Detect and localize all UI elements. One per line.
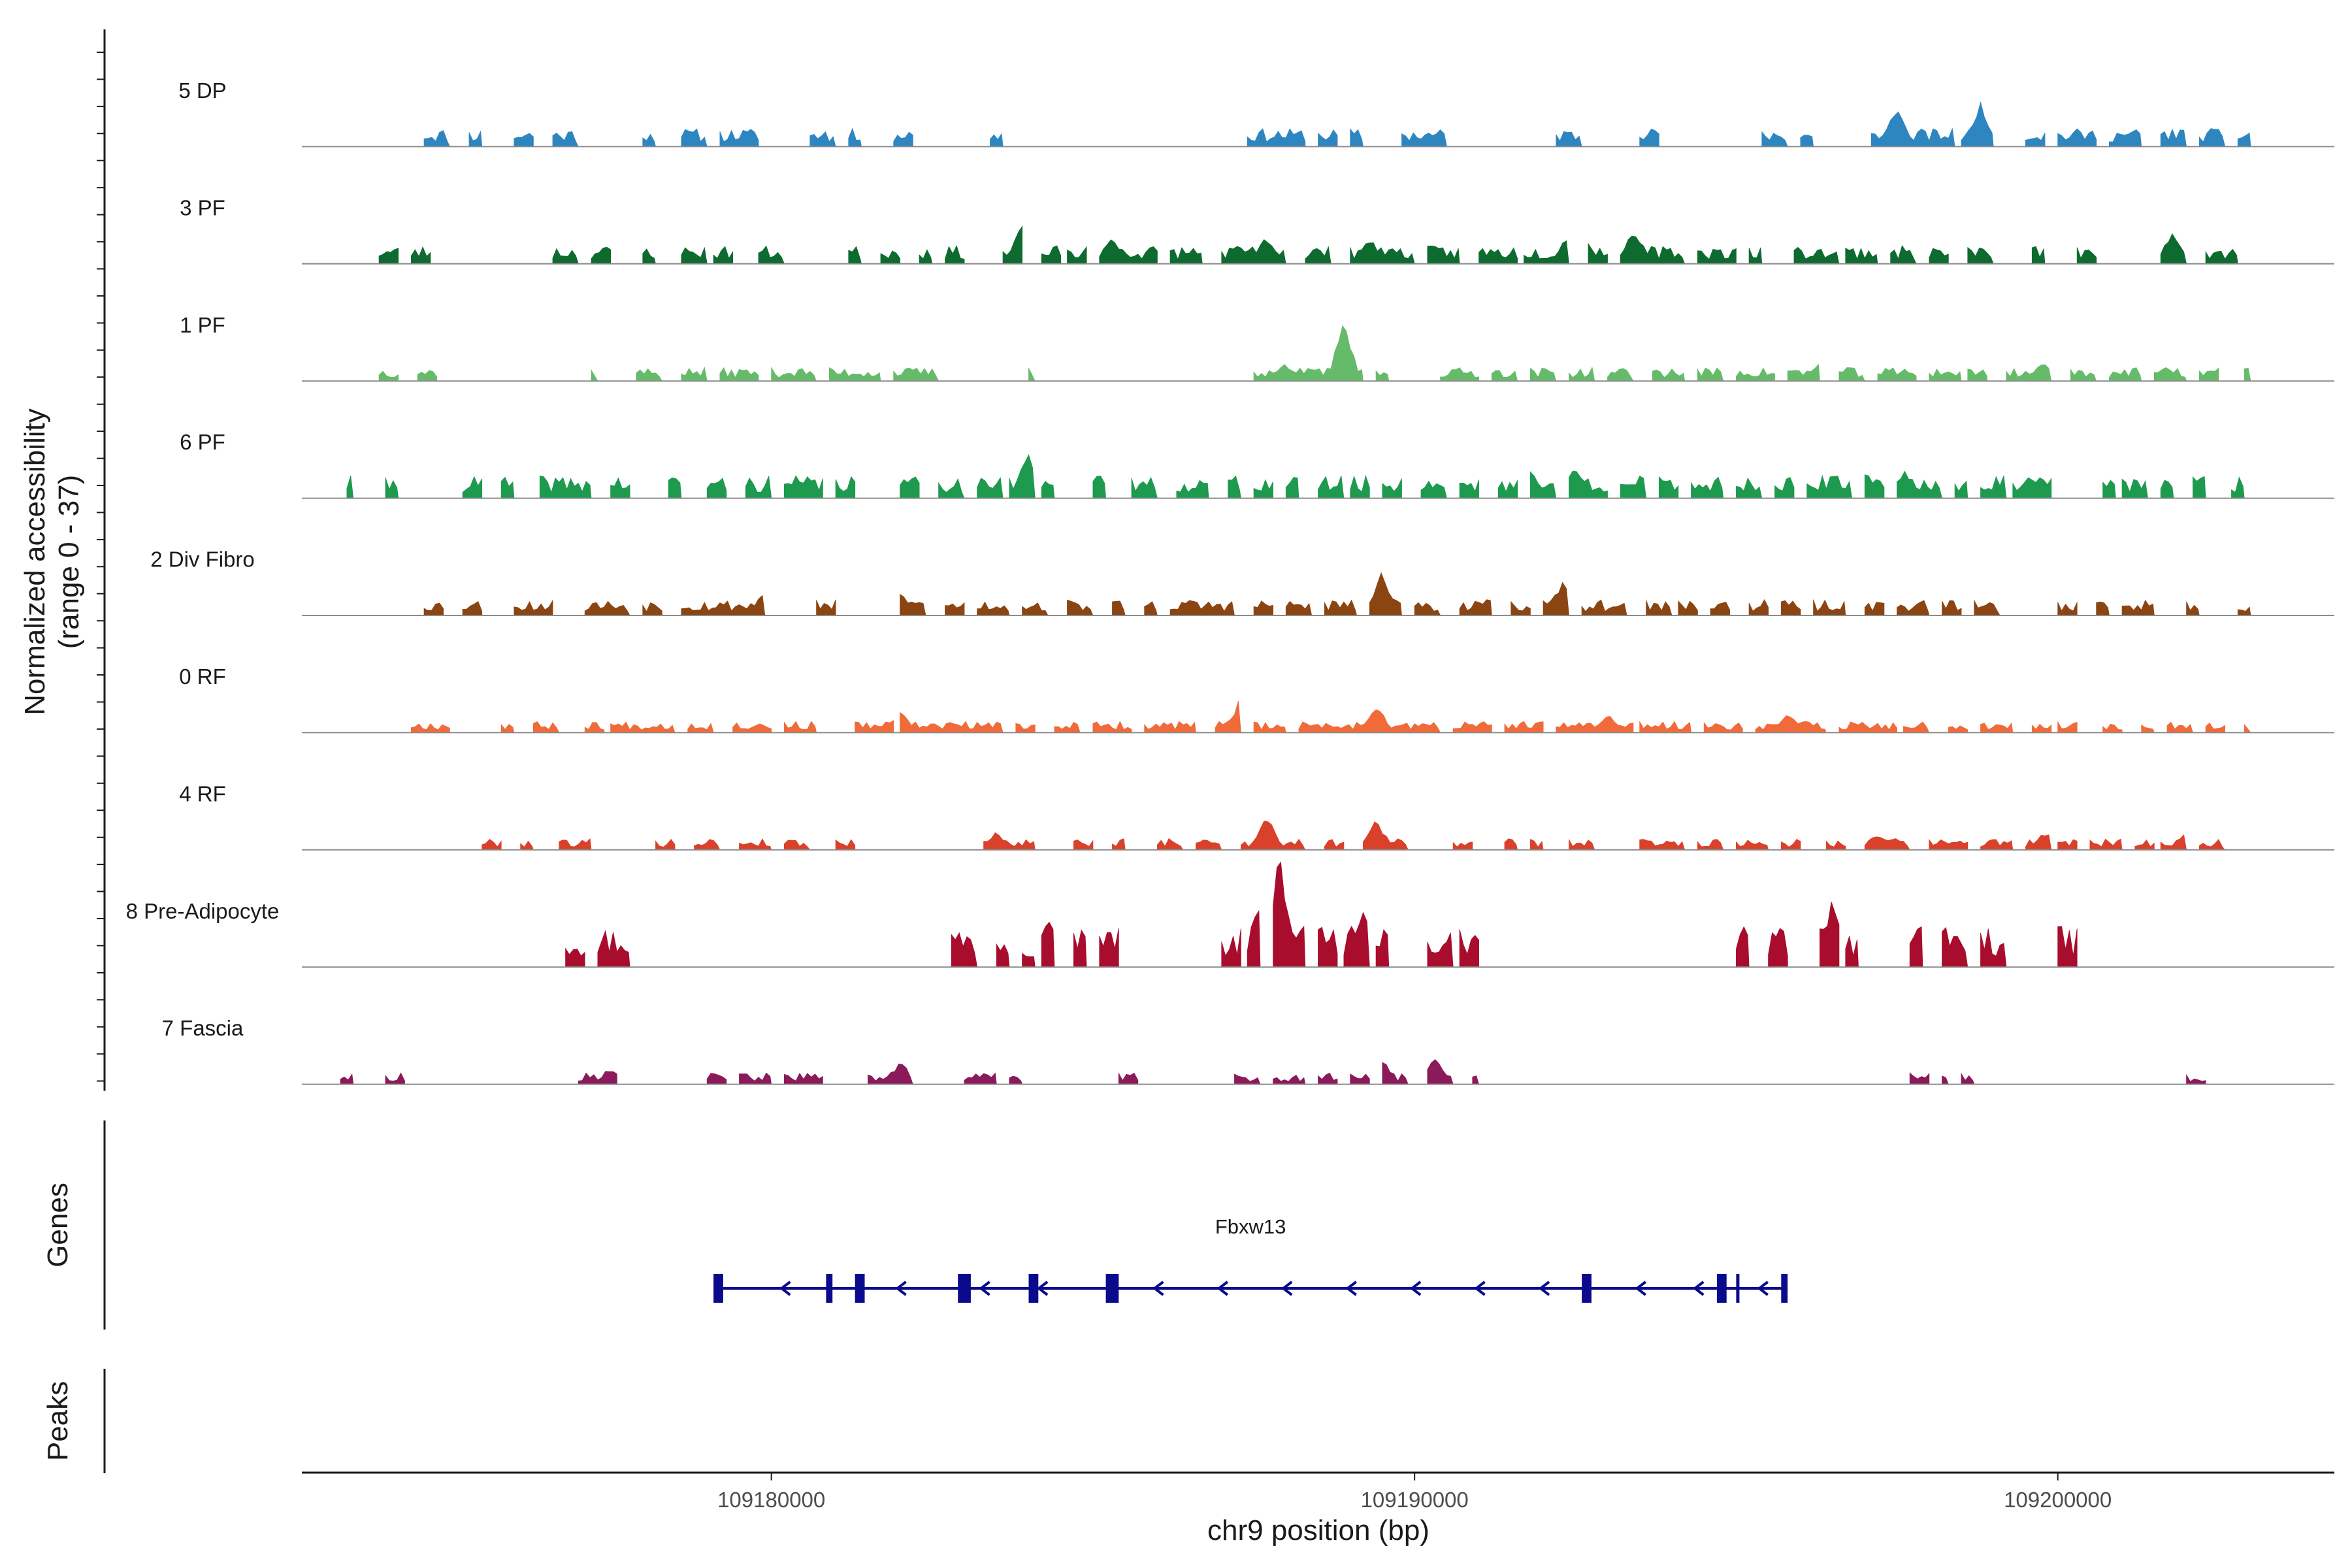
coverage-area-0-rf — [411, 700, 2251, 733]
gene-exon — [1781, 1274, 1788, 1303]
genes-panel-title: Genes — [42, 1183, 74, 1267]
track-7-fascia — [302, 1059, 2334, 1085]
strand-arrow — [895, 1281, 907, 1296]
strand-arrow — [779, 1281, 791, 1296]
coverage-area-4-rf — [482, 821, 2226, 851]
y-axis — [97, 29, 106, 1091]
coverage-area-5-dp — [423, 101, 2251, 147]
gene-exon — [1582, 1274, 1592, 1303]
gene-exon — [1105, 1274, 1119, 1303]
strand-arrow — [1757, 1281, 1769, 1296]
strand-arrow — [1538, 1281, 1550, 1296]
coverage-area-7-fascia — [340, 1059, 2206, 1085]
x-axis-title: chr9 position (bp) — [1207, 1514, 1429, 1546]
coverage-area-2-div-fibro — [423, 572, 2251, 616]
track-6-pf — [302, 454, 2334, 499]
peaks-panel-title: Peaks — [42, 1381, 74, 1461]
track-8-pre-adipocyte — [302, 861, 2334, 968]
track-label-3-pf: 3 PF — [180, 195, 225, 220]
track-labels: 5 DP 3 PF 1 PF 6 PF 2 Div Fibro 0 RF 4 RF 8 Pre… — [126, 78, 280, 1040]
track-label-0-rf: 0 RF — [179, 664, 226, 689]
track-label-5-dp: 5 DP — [178, 78, 226, 103]
coverage-area-6-pf — [346, 454, 2245, 498]
track-label-8-pre-adipocyte: 8 Pre-Adipocyte — [126, 899, 280, 923]
gene-exon — [958, 1274, 971, 1303]
gene-model-fbxw13: Fbxw13 — [713, 1215, 1788, 1303]
gene-exon — [1716, 1274, 1727, 1303]
x-tick-label: 109200000 — [2004, 1488, 2112, 1512]
gene-exon — [826, 1274, 833, 1303]
track-1-pf — [302, 325, 2334, 382]
strand-arrow — [1036, 1281, 1049, 1296]
gene-exon — [713, 1274, 723, 1303]
x-tick-label: 109180000 — [717, 1488, 825, 1512]
strand-arrow — [1281, 1281, 1293, 1296]
y-axis-title-line1: Normalized accessibility — [19, 408, 51, 715]
strand-arrow — [1152, 1281, 1164, 1296]
track-5-dp — [302, 101, 2334, 148]
gene-name-label: Fbxw13 — [1215, 1215, 1286, 1238]
strand-arrow — [1345, 1281, 1357, 1296]
track-label-7-fascia: 7 Fascia — [162, 1016, 244, 1040]
strand-arrow — [1635, 1281, 1646, 1296]
x-tick-label: 109190000 — [1361, 1488, 1469, 1512]
coverage-area-3-pf — [378, 225, 2238, 265]
strand-arrow — [1217, 1281, 1229, 1296]
coverage-tracks — [302, 101, 2334, 1085]
track-label-2-div-fibro: 2 Div Fibro — [150, 547, 255, 572]
strand-arrow — [979, 1281, 990, 1296]
track-label-4-rf: 4 RF — [179, 781, 226, 806]
track-label-6-pf: 6 PF — [180, 430, 225, 454]
gene-exon — [855, 1274, 865, 1303]
coverage-area-1-pf — [378, 325, 2251, 382]
track-0-rf — [302, 700, 2334, 734]
coverage-area-8-pre-adipocyte — [565, 861, 2078, 968]
y-axis-title-line2: (range 0 - 37) — [53, 475, 85, 649]
track-label-1-pf: 1 PF — [180, 313, 225, 337]
strand-arrow — [1474, 1281, 1486, 1296]
track-3-pf — [302, 225, 2334, 265]
gene-exon — [1736, 1274, 1740, 1303]
gene-exon — [1028, 1274, 1039, 1303]
strand-arrow — [1693, 1281, 1705, 1296]
strand-arrow — [1409, 1281, 1422, 1296]
track-4-rf — [302, 821, 2334, 851]
track-2-div-fibro — [302, 572, 2334, 616]
x-axis: 109180000 109190000 109200000 — [302, 1471, 2334, 1512]
